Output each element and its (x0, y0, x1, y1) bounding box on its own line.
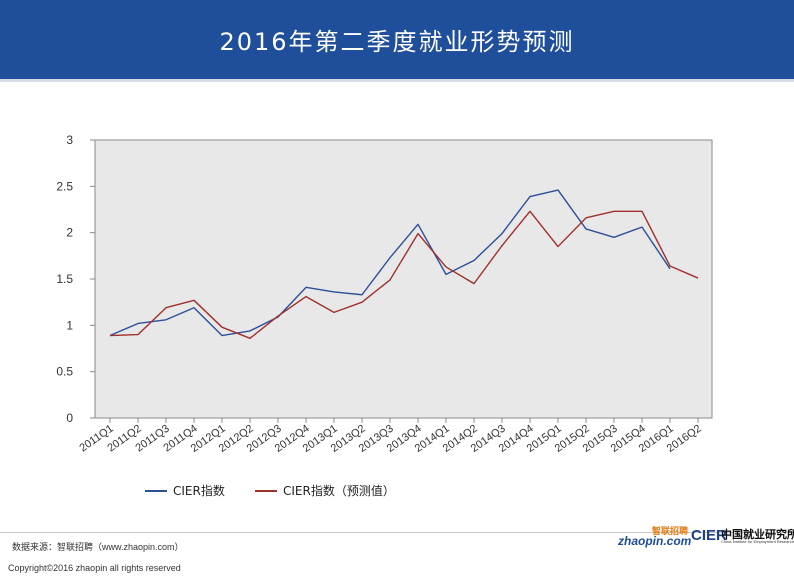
series-line-forecast (109, 210, 699, 340)
page-title: 2016年第二季度就业形势预测 (219, 28, 575, 56)
line-chart: 00.511.522.532011Q12011Q22011Q32011Q4201… (56, 133, 713, 455)
cier-logo-cn: 中国就业研究所 (721, 528, 794, 541)
zhaopin-logo-cn: 智联招聘 (651, 527, 688, 537)
legend-item-forecast: CIER指数（预测值） (255, 482, 395, 499)
legend-item-cier: CIER指数 (145, 482, 225, 499)
zhaopin-logo: 智联招聘 zhaopin.com (618, 524, 692, 548)
data-source-text: 数据来源：智联招聘（www.zhaopin.com） (12, 542, 184, 552)
y-tick-label: 1 (66, 318, 73, 332)
header-divider (0, 79, 794, 82)
cier-logo: CIER 中国就业研究所 China Institute for Employm… (691, 524, 794, 548)
copyright-text: Copyright©2016 zhaopin all rights reserv… (8, 563, 181, 573)
zhaopin-logo-en: zhaopin.com (618, 534, 692, 548)
y-tick-label: 3 (66, 133, 73, 147)
y-tick-label: 2.5 (56, 179, 73, 193)
y-tick-label: 2 (66, 226, 73, 240)
footer-divider (0, 532, 794, 533)
y-tick-label: 0.5 (56, 365, 73, 379)
legend-swatch-cier (145, 489, 167, 492)
header-bar: 2016年第二季度就业形势预测 (0, 0, 794, 79)
cier-logo-en: China Institute for Employment Research (721, 539, 794, 544)
series-line-cier (109, 189, 671, 337)
y-tick-label: 0 (66, 411, 73, 425)
legend-label-forecast: CIER指数（预测值） (283, 484, 395, 498)
plot-area (94, 139, 713, 419)
legend-label-cier: CIER指数 (173, 484, 225, 498)
cier-logo-mark: CIER (691, 527, 727, 544)
legend-swatch-forecast (255, 489, 277, 492)
y-tick-label: 1.5 (56, 272, 73, 286)
